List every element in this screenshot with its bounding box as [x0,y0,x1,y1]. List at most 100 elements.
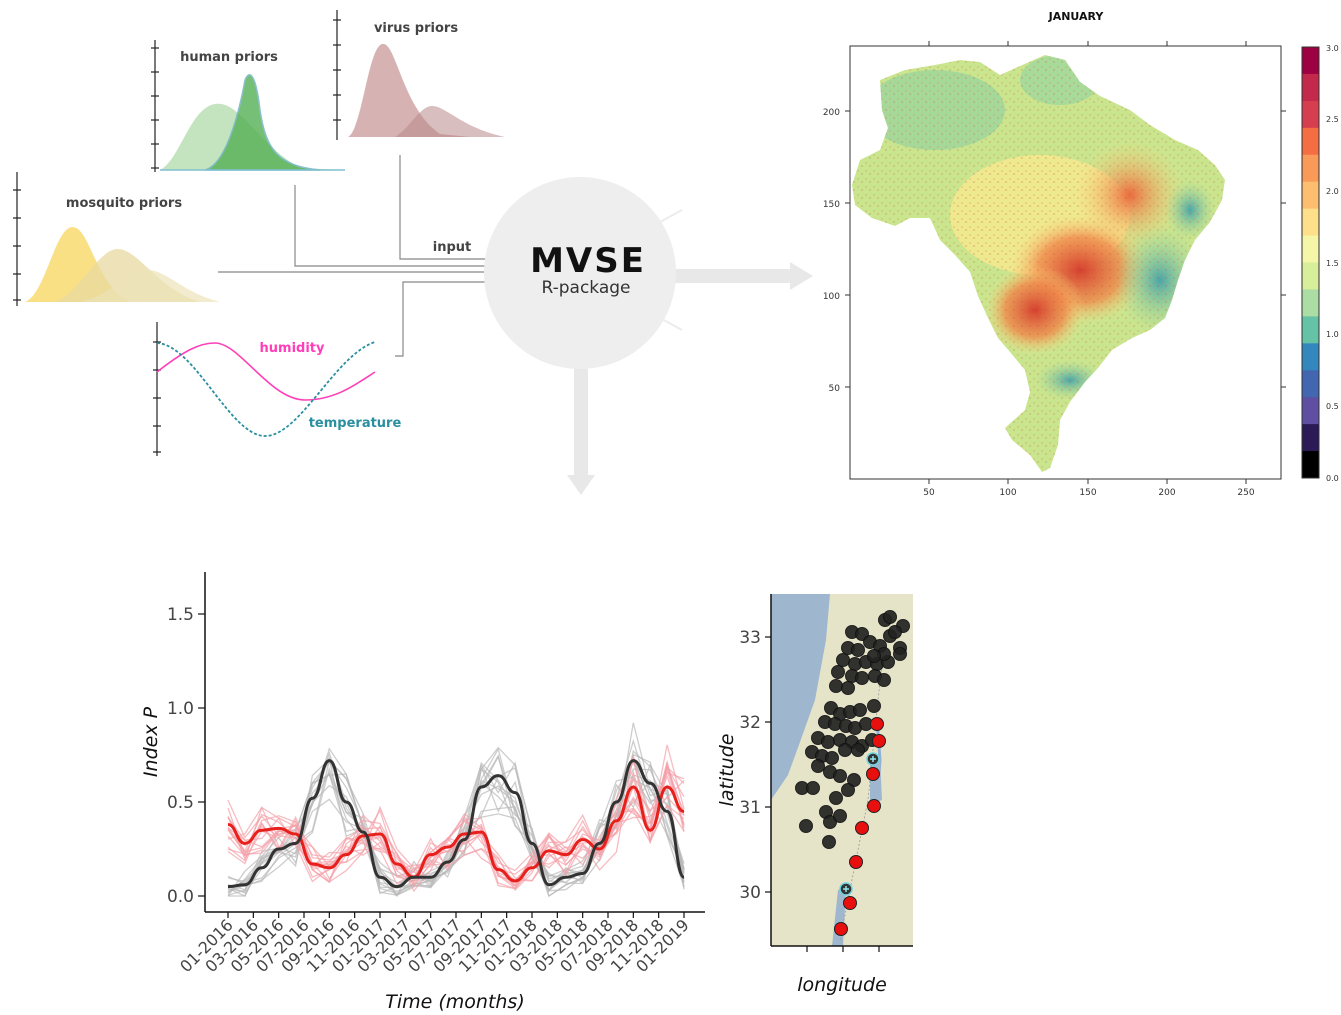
colorbar-swatch [1302,154,1319,183]
colorbar-tick: 2.0 [1326,187,1339,196]
map-y-tick: 150 [823,200,840,210]
mosquito-priors-label: mosquito priors [66,196,182,211]
plus-icon [870,756,876,762]
colorbar-swatch [1302,208,1319,237]
colorbar-swatch [1302,343,1319,371]
location-point-black [841,681,855,695]
location-point-black [825,751,839,765]
location-point-black [867,699,881,713]
x-axis-ticks: 01-201603-201605-201607-201609-201611-20… [176,912,693,976]
location-point-red [872,734,886,748]
location-point-black [831,665,845,679]
y-tick-label: 1.5 [167,605,194,625]
virus-prior-secondary [395,106,505,137]
brazil-map-panel: JANUARY [823,10,1339,498]
human-prior-narrow [204,74,321,171]
location-point-red [867,799,881,813]
location-point-black [836,653,850,667]
location-point-black [821,735,835,749]
human-priors-plot: human priors [151,40,345,172]
lat-tick-label: 30 [739,883,761,903]
location-point-black [799,819,813,833]
y-tick-label: 0.0 [167,887,194,907]
location-point-black [829,679,843,693]
latitude-title: latitude [716,734,738,807]
location-point-black [893,647,907,661]
package-subtitle: R-package [541,278,630,298]
map-x-tick: 200 [1158,488,1175,498]
humidity-curve [156,342,376,401]
colorbar-swatch [1302,47,1319,75]
colorbar-tick: 0.0 [1326,474,1339,483]
humidity-label: humidity [260,341,325,356]
y-axis-title: Index P [140,706,162,777]
y-axis-ticks: 1.5 1.0 0.5 0.0 [167,605,205,907]
colorbar-swatch [1302,127,1319,156]
lat-tick-label: 33 [739,628,761,648]
location-point-black [867,649,881,663]
colorbar-swatch [1302,451,1319,479]
virus-priors-plot: virus priors [333,10,505,140]
colorbar-frame [1301,46,1320,479]
location-point-black [806,781,820,795]
temperature-label: temperature [309,416,402,431]
location-point-black [851,743,865,757]
workflow-diagram: MVSE R-package input human priors [13,10,813,495]
human-priors-label: human priors [180,50,278,65]
border-line [839,639,886,941]
map-x-tick: 150 [1079,488,1096,498]
index-p-chart: 1.5 1.0 0.5 0.0 01-201603-201605-201607-… [140,572,705,1013]
ensemble-line [227,722,685,896]
index-p-red-line [227,785,685,883]
location-point-black [883,610,897,624]
colorbar-swatch [1302,289,1319,317]
colorbar-swatch [1302,424,1319,452]
ensemble-line [227,785,685,887]
location-point-black [829,791,843,805]
colorbar-swatch [1302,235,1319,263]
sea-area [771,594,830,800]
index-p-ensemble [227,722,685,898]
map-x-axis: 50 100 150 200 250 [923,41,1255,498]
map-x-tick: 100 [999,488,1016,498]
mvse-package-node [484,177,676,369]
virus-prior-main [348,43,470,137]
location-point-black [841,783,855,797]
location-point-red [843,896,857,910]
location-point-black [853,703,867,717]
map-x-tick: 250 [1237,488,1254,498]
location-points [795,610,910,936]
map-y-tick: 100 [823,292,840,302]
colorbar-tick: 3.0 [1326,44,1339,53]
connector-lines [218,155,485,357]
location-point-red [870,717,884,731]
output-arrow-down [567,360,595,495]
location-point-black [833,769,847,783]
location-point-black [833,809,847,823]
index-p-black-line [227,759,686,889]
colorbar-tick: 0.5 [1326,402,1339,411]
location-point-black [888,625,902,639]
colorbar-swatch [1302,262,1319,290]
y-tick-label: 0.5 [167,793,194,813]
output-arrow-right [670,262,813,290]
map-y-tick: 50 [829,384,841,394]
lat-tick-label: 32 [739,713,761,733]
plus-icon [843,886,849,892]
y-tick-label: 1.0 [167,699,194,719]
colorbar-ticks: 3.0 2.5 2.0 1.5 1.0 0.5 0.0 [1326,44,1339,483]
colorbar-swatch [1302,370,1319,398]
colorbar-swatch [1302,73,1319,102]
index-p-series [227,759,686,889]
location-point-black [855,671,869,685]
location-point-black [822,835,836,849]
climate-plot: humidity temperature [153,322,401,456]
location-point-red [866,767,880,781]
virus-priors-label: virus priors [374,21,458,36]
location-point-black [851,643,865,657]
location-point-red [834,922,848,936]
colorbar-swatch [1302,316,1319,344]
map-x-tick: 50 [923,488,935,498]
temperature-curve [156,341,376,437]
colorbar-tick: 2.5 [1326,115,1339,124]
